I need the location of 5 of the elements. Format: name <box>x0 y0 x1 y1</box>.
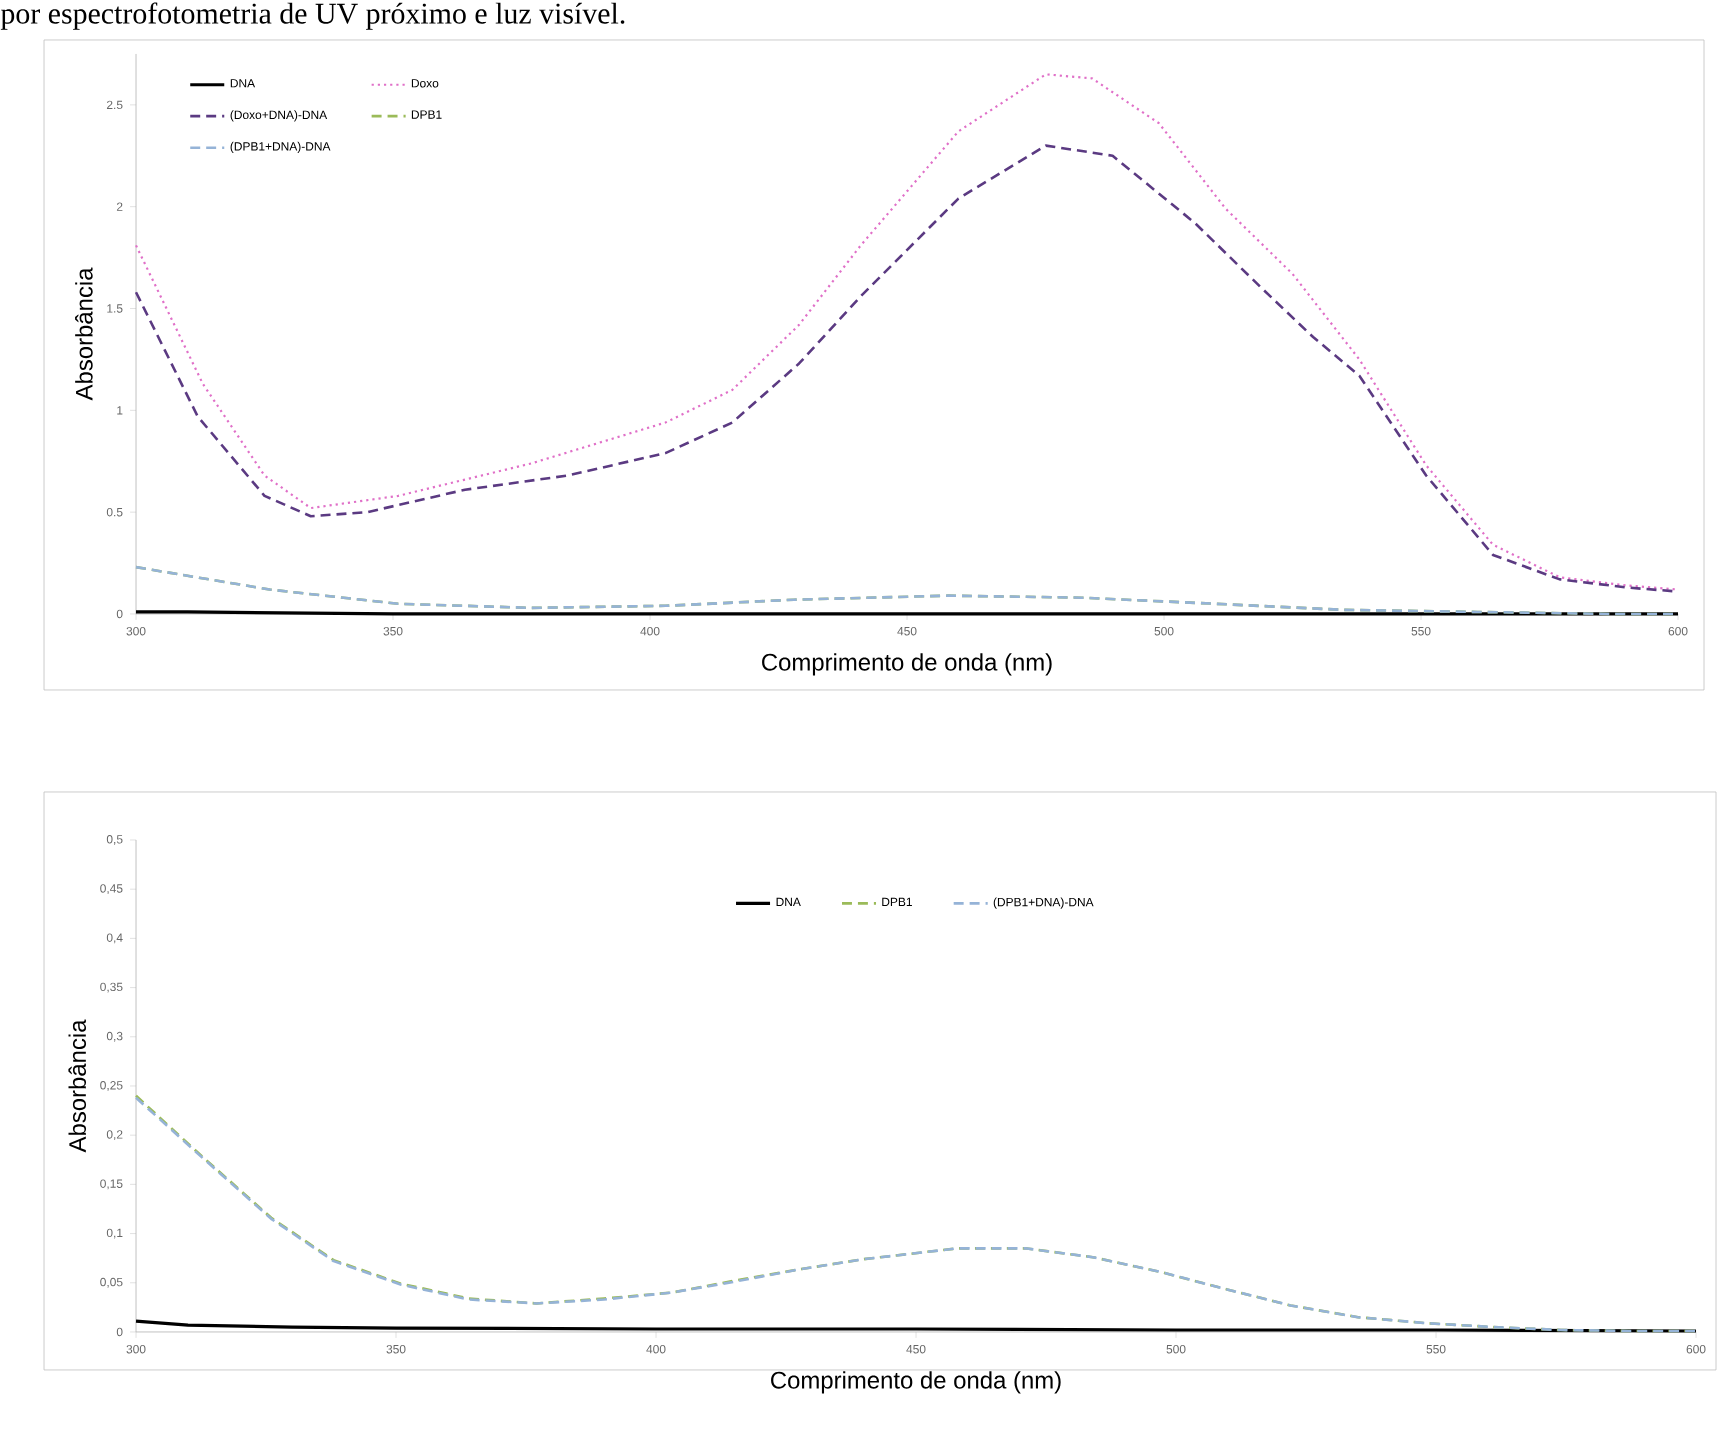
x-axis-title: Comprimento de onda (nm) <box>762 653 1052 676</box>
x-axis-title: Comprimento de onda (nm) <box>771 1371 1061 1394</box>
y-axis-title: Absorbância <box>68 1019 87 1153</box>
text: por espectrofotometria de UV próximo e luz visível. <box>0 2 625 30</box>
y-axis-title: Absorbância <box>75 267 93 401</box>
